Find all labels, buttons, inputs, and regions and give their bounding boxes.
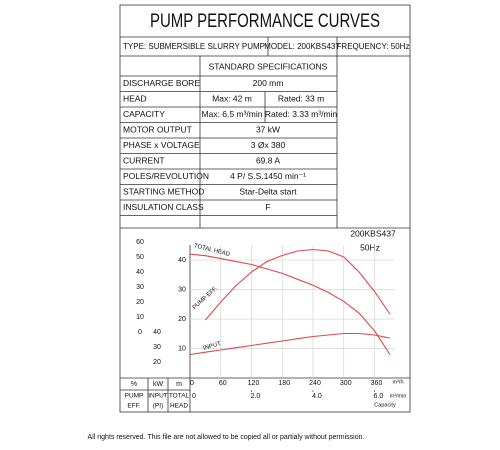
spec-value: 4 P/ S.S.1450 min⁻¹ (230, 171, 306, 181)
title: PUMP PERFORMANCE CURVES (150, 11, 380, 32)
y-tick-label: 20 (153, 359, 161, 366)
y-tick-label: 30 (153, 344, 161, 351)
axis-label: EFF. (127, 403, 141, 410)
y-tick-label: 50 (136, 254, 144, 261)
x-caption: Capacity (374, 402, 396, 408)
x2-tick-label: 6.0 (374, 393, 384, 400)
y-tick-label: 30 (136, 284, 144, 291)
spec-value: 69.8 A (256, 156, 280, 166)
x-tick-label: 0 (190, 380, 194, 387)
axis-unit: m (176, 381, 182, 388)
x-tick-label: 300 (340, 380, 352, 387)
spec-value: 37 kW (256, 125, 280, 135)
pump-type: TYPE: SUBMERSIBLE SLURRY PUMP (123, 42, 265, 51)
axis-unit: kW (153, 381, 164, 388)
specs-title: STANDARD SPECIFICATIONS (209, 61, 328, 71)
axis-label: HEAD (170, 403, 188, 410)
spec-value: 3 Øx 380 (251, 140, 286, 150)
spec-label: HEAD (123, 94, 147, 104)
curve-label: TOTAL HEAD (193, 243, 231, 258)
frequency-label: 50Hz (360, 242, 380, 252)
frequency: FREQUENCY: 50Hz (337, 42, 410, 51)
x2-tick-label: 2.0 (251, 393, 261, 400)
spec-label: CURRENT (123, 156, 165, 166)
y-tick-label: 40 (178, 257, 186, 264)
y-tick-label: 30 (178, 286, 186, 293)
x-tick-label: 120 (248, 380, 260, 387)
spec-value: Rated: 3.33 m³/min (265, 109, 338, 119)
y-tick-label: 20 (136, 299, 144, 306)
spec-value: Max: 6.5 m³/min (202, 109, 263, 119)
y-tick-label: 10 (178, 345, 186, 352)
spec-value: 200 mm (253, 78, 284, 88)
spec-label: INSULATION CLASS (123, 202, 204, 212)
x-tick-label: 60 (219, 380, 227, 387)
y-tick-label: 10 (136, 314, 144, 321)
spec-label: DISCHARGE BORE (123, 78, 200, 88)
spec-label: STARTING METHOD (123, 187, 204, 197)
x-unit: m³/h (393, 379, 404, 385)
axis-label: TOTAL (169, 393, 190, 400)
spec-value: Rated: 33 m (278, 94, 324, 104)
spec-label: CAPACITY (123, 109, 165, 119)
y-tick-label: 40 (136, 269, 144, 276)
spec-label: POLES/REVOLUTION (123, 171, 209, 181)
x2-tick-label: 0 (192, 393, 196, 400)
x2-unit: m³/min (390, 393, 407, 399)
x-tick-label: 180 (278, 380, 290, 387)
outer-frame (119, 4, 411, 413)
model: MODEL: 200KBS437 (264, 42, 340, 51)
axis-label: INPUT (148, 393, 168, 400)
curve (189, 253, 391, 355)
curve (189, 332, 391, 356)
x2-tick-label: 4.0 (312, 393, 322, 400)
curve (204, 248, 391, 321)
spec-label: MOTOR OUTPUT (123, 125, 192, 135)
y-tick-label: 40 (153, 329, 161, 336)
y-tick-label: 60 (136, 239, 144, 246)
curve-label: INPUT (203, 341, 222, 352)
spec-value: Max: 42 m (212, 94, 252, 104)
x-tick-label: 360 (371, 380, 383, 387)
axis-label: (PI) (153, 403, 163, 410)
axis-unit: % (131, 381, 137, 388)
x-tick-label: 240 (309, 380, 321, 387)
axis-label: PUMP (125, 393, 144, 400)
spec-value: Star-Delta start (239, 187, 297, 197)
model-label: 200KBS437 (350, 228, 396, 238)
spec-value: F (265, 202, 270, 212)
footer: All rights reserved. This file are not a… (88, 434, 365, 441)
y-tick-label: 0 (138, 329, 142, 336)
y-tick-label: 20 (178, 316, 186, 323)
spec-label: PHASE x VOLTAGE (123, 140, 200, 150)
